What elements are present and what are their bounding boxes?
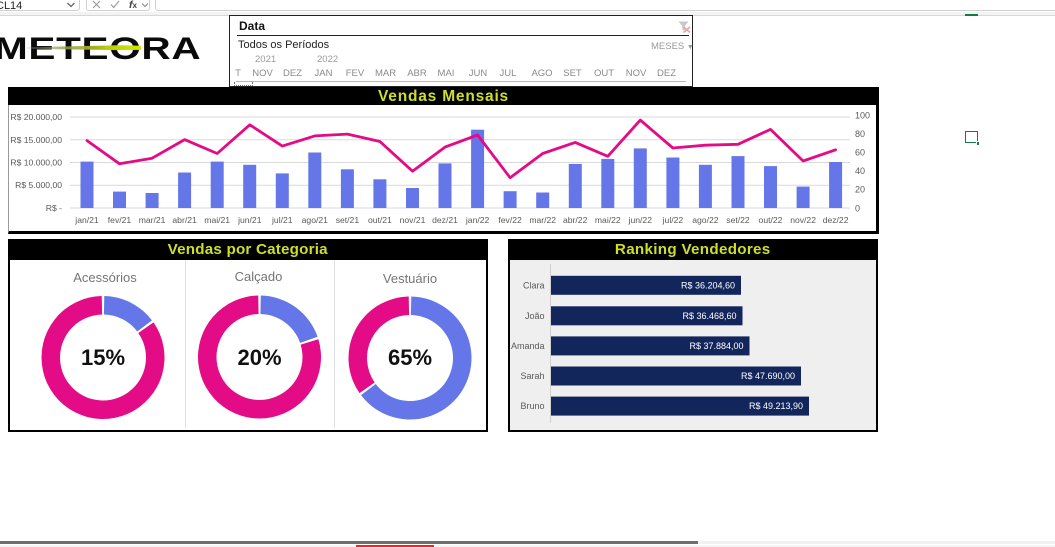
svg-text:Amanda: Amanda [511,341,545,351]
svg-text:abr/21: abr/21 [172,215,197,225]
svg-text:R$ -: R$ - [46,203,62,213]
svg-text:R$ 20.000,00: R$ 20.000,00 [10,112,62,122]
svg-text:100: 100 [855,111,870,121]
svg-text:R$ 10.000,00: R$ 10.000,00 [10,158,62,168]
svg-text:jan/22: jan/22 [465,215,490,225]
svg-text:0: 0 [855,203,860,213]
svg-text:R$ 5.000,00: R$ 5.000,00 [15,180,62,190]
svg-text:mai/22: mai/22 [595,215,621,225]
svg-text:R$ 47.690,00: R$ 47.690,00 [741,371,795,381]
svg-text:Clara: Clara [523,280,545,290]
svg-text:80: 80 [855,129,865,139]
svg-text:R$ 37.884,00: R$ 37.884,00 [689,341,743,351]
svg-text:dez/22: dez/22 [823,215,849,225]
svg-text:set/21: set/21 [336,215,360,225]
svg-text:R$ 15.000,00: R$ 15.000,00 [10,135,62,145]
svg-text:jul/21: jul/21 [271,215,293,225]
svg-text:out/22: out/22 [759,215,783,225]
svg-text:set/22: set/22 [726,215,750,225]
svg-text:mar/21: mar/21 [139,215,166,225]
svg-text:jun/22: jun/22 [628,215,653,225]
svg-text:R$ 36.204,60: R$ 36.204,60 [681,280,735,290]
svg-text:R$ 49.213,90: R$ 49.213,90 [749,401,803,411]
svg-text:fev/21: fev/21 [108,215,132,225]
svg-text:jul/22: jul/22 [662,215,684,225]
svg-text:20: 20 [855,185,865,195]
svg-text:Sarah: Sarah [520,371,544,381]
svg-text:40: 40 [855,166,865,176]
svg-text:jun/21: jun/21 [237,215,262,225]
svg-text:60: 60 [855,148,865,158]
svg-text:mar/22: mar/22 [529,215,556,225]
svg-text:nov/21: nov/21 [400,215,426,225]
svg-text:mai/21: mai/21 [204,215,230,225]
svg-text:ago/22: ago/22 [692,215,719,225]
svg-text:jan/21: jan/21 [74,215,99,225]
svg-text:out/21: out/21 [368,215,392,225]
svg-text:ago/21: ago/21 [302,215,329,225]
svg-text:João: João [525,311,545,321]
svg-text:R$ 36.468,60: R$ 36.468,60 [682,311,736,321]
svg-text:Bruno: Bruno [520,401,544,411]
svg-text:abr/22: abr/22 [563,215,588,225]
svg-text:fev/22: fev/22 [498,215,522,225]
svg-text:nov/22: nov/22 [790,215,816,225]
svg-text:dez/21: dez/21 [432,215,458,225]
